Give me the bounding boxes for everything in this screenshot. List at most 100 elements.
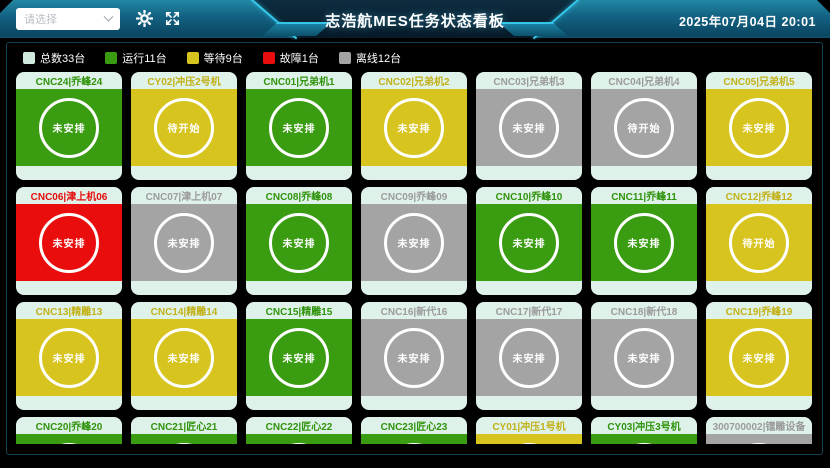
machine-card[interactable]: CNC10|乔峰10 未安排 — [476, 187, 582, 295]
machine-status-area: 未安排 — [476, 319, 582, 396]
legend-label: 等待9台 — [203, 53, 243, 65]
machine-card[interactable]: CNC09|乔峰09 未安排 — [361, 187, 467, 295]
machine-card[interactable]: CNC08|乔峰08 未安排 — [246, 187, 352, 295]
machine-grid: CNC24|乔峰24 未安排 CY02|冲压2号机 待开始 CNC01|兄弟机1 未安排 C… — [7, 67, 822, 444]
status-circle: 未安排 — [499, 212, 559, 273]
machine-card[interactable]: 300700002|镭雕设备 — [706, 417, 812, 444]
machine-status-area: 待开始 — [591, 89, 697, 166]
machine-card[interactable]: CY01|冲压1号机 — [476, 417, 582, 444]
machine-name: CNC16|新代16 — [361, 302, 467, 319]
page-title: 志浩航MES任务状态看板 — [325, 13, 505, 30]
status-circle: 未安排 — [729, 97, 789, 158]
machine-card[interactable]: CNC06|津上机06 未安排 — [16, 187, 122, 295]
machine-status-area: 未安排 — [131, 204, 237, 281]
status-text: 未安排 — [52, 239, 86, 250]
machine-status-area — [476, 434, 582, 444]
machine-status-area: 未安排 — [16, 319, 122, 396]
machine-name: CNC05|兄弟机5 — [706, 72, 812, 89]
machine-card[interactable]: CNC21|匠心21 — [131, 417, 237, 444]
machine-name: CNC22|匠心22 — [246, 417, 352, 434]
legend-item: 等待9台 — [186, 50, 243, 66]
machine-card[interactable]: CNC24|乔峰24 未安排 — [16, 72, 122, 180]
legend-label: 总数33台 — [40, 53, 86, 65]
machine-card[interactable]: CNC11|乔峰11 未安排 — [591, 187, 697, 295]
status-text: 未安排 — [627, 354, 661, 365]
card-footer — [246, 166, 352, 180]
status-text: 未安排 — [282, 124, 316, 135]
machine-select-dropdown[interactable]: 请选择 — [16, 8, 120, 30]
machine-status-area: 未安排 — [591, 319, 697, 396]
machine-card[interactable]: CNC03|兄弟机3 未安排 — [476, 72, 582, 180]
status-circle: 未安排 — [614, 327, 674, 388]
card-footer — [16, 166, 122, 180]
machine-name: CNC12|乔峰12 — [706, 187, 812, 204]
machine-card[interactable]: CNC05|兄弟机5 未安排 — [706, 72, 812, 180]
machine-card[interactable]: CY03|冲压3号机 — [591, 417, 697, 444]
machine-card[interactable]: CNC17|新代17 未安排 — [476, 302, 582, 410]
machine-card[interactable]: CNC07|津上机07 未安排 — [131, 187, 237, 295]
machine-card[interactable]: CNC13|精雕13 未安排 — [16, 302, 122, 410]
legend-label: 离线12台 — [355, 53, 402, 65]
machine-card[interactable]: CNC18|新代18 未安排 — [591, 302, 697, 410]
status-text: 未安排 — [742, 354, 776, 365]
machine-status-area: 未安排 — [706, 89, 812, 166]
legend-label: 运行11台 — [122, 53, 167, 65]
status-text: 未安排 — [397, 124, 431, 135]
fullscreen-expand-icon[interactable] — [164, 10, 181, 27]
card-footer — [706, 281, 812, 295]
status-circle: 未安排 — [269, 212, 329, 273]
machine-card[interactable]: CNC14|精雕14 未安排 — [131, 302, 237, 410]
machine-status-area: 未安排 — [361, 89, 467, 166]
machine-name: CNC23|匠心23 — [361, 417, 467, 434]
header-decoration — [262, 22, 332, 36]
machine-status-area: 未安排 — [706, 319, 812, 396]
machine-status-area: 未安排 — [16, 204, 122, 281]
datetime-display: 2025年07月04日 20:01 — [678, 15, 816, 29]
machine-name: CNC13|精雕13 — [16, 302, 122, 319]
machine-status-area — [361, 434, 467, 444]
card-footer — [16, 281, 122, 295]
machine-card[interactable]: CNC04|兄弟机4 待开始 — [591, 72, 697, 180]
legend-swatch-icon — [338, 52, 351, 64]
machine-card[interactable]: CNC23|匠心23 — [361, 417, 467, 444]
status-text: 未安排 — [742, 124, 776, 135]
status-legend: 总数33台 运行11台 等待9台 故障1台 离线12台 — [7, 43, 822, 67]
machine-card[interactable]: CNC01|兄弟机1 未安排 — [246, 72, 352, 180]
machine-status-area — [16, 434, 122, 444]
status-circle: 待开始 — [154, 97, 214, 158]
status-circle: 未安排 — [499, 327, 559, 388]
machine-name: CY03|冲压3号机 — [591, 417, 697, 434]
status-circle: 未安排 — [39, 97, 99, 158]
status-circle: 待开始 — [729, 212, 789, 273]
machine-status-area: 待开始 — [131, 89, 237, 166]
status-text: 未安排 — [397, 354, 431, 365]
status-text: 未安排 — [282, 354, 316, 365]
status-text: 待开始 — [742, 239, 776, 250]
card-footer — [131, 396, 237, 410]
machine-card[interactable]: CNC02|兄弟机2 未安排 — [361, 72, 467, 180]
machine-status-area: 未安排 — [246, 319, 352, 396]
top-bar — [0, 0, 830, 40]
machine-card[interactable]: CNC15|精雕15 未安排 — [246, 302, 352, 410]
machine-card[interactable]: CNC20|乔峰20 — [16, 417, 122, 444]
machine-name: CNC11|乔峰11 — [591, 187, 697, 204]
machine-name: CNC03|兄弟机3 — [476, 72, 582, 89]
machine-name: CNC10|乔峰10 — [476, 187, 582, 204]
machine-card[interactable]: CNC16|新代16 未安排 — [361, 302, 467, 410]
machine-status-area: 未安排 — [361, 319, 467, 396]
machine-card[interactable]: CY02|冲压2号机 待开始 — [131, 72, 237, 180]
status-text: 未安排 — [512, 239, 546, 250]
machine-scroll-area[interactable]: 总数33台 运行11台 等待9台 故障1台 离线12台 CNC24|乔峰24 未安排 CY0… — [7, 43, 822, 444]
settings-gear-icon[interactable] — [136, 10, 153, 27]
status-circle — [154, 442, 214, 444]
status-text: 待开始 — [167, 124, 201, 135]
machine-status-area — [591, 434, 697, 444]
machine-card[interactable]: CNC22|匠心22 — [246, 417, 352, 444]
card-footer — [361, 166, 467, 180]
card-footer — [591, 166, 697, 180]
header-decoration — [498, 22, 568, 36]
machine-card[interactable]: CNC12|乔峰12 待开始 — [706, 187, 812, 295]
card-footer — [361, 396, 467, 410]
machine-card[interactable]: CNC19|乔峰19 未安排 — [706, 302, 812, 410]
card-footer — [246, 396, 352, 410]
